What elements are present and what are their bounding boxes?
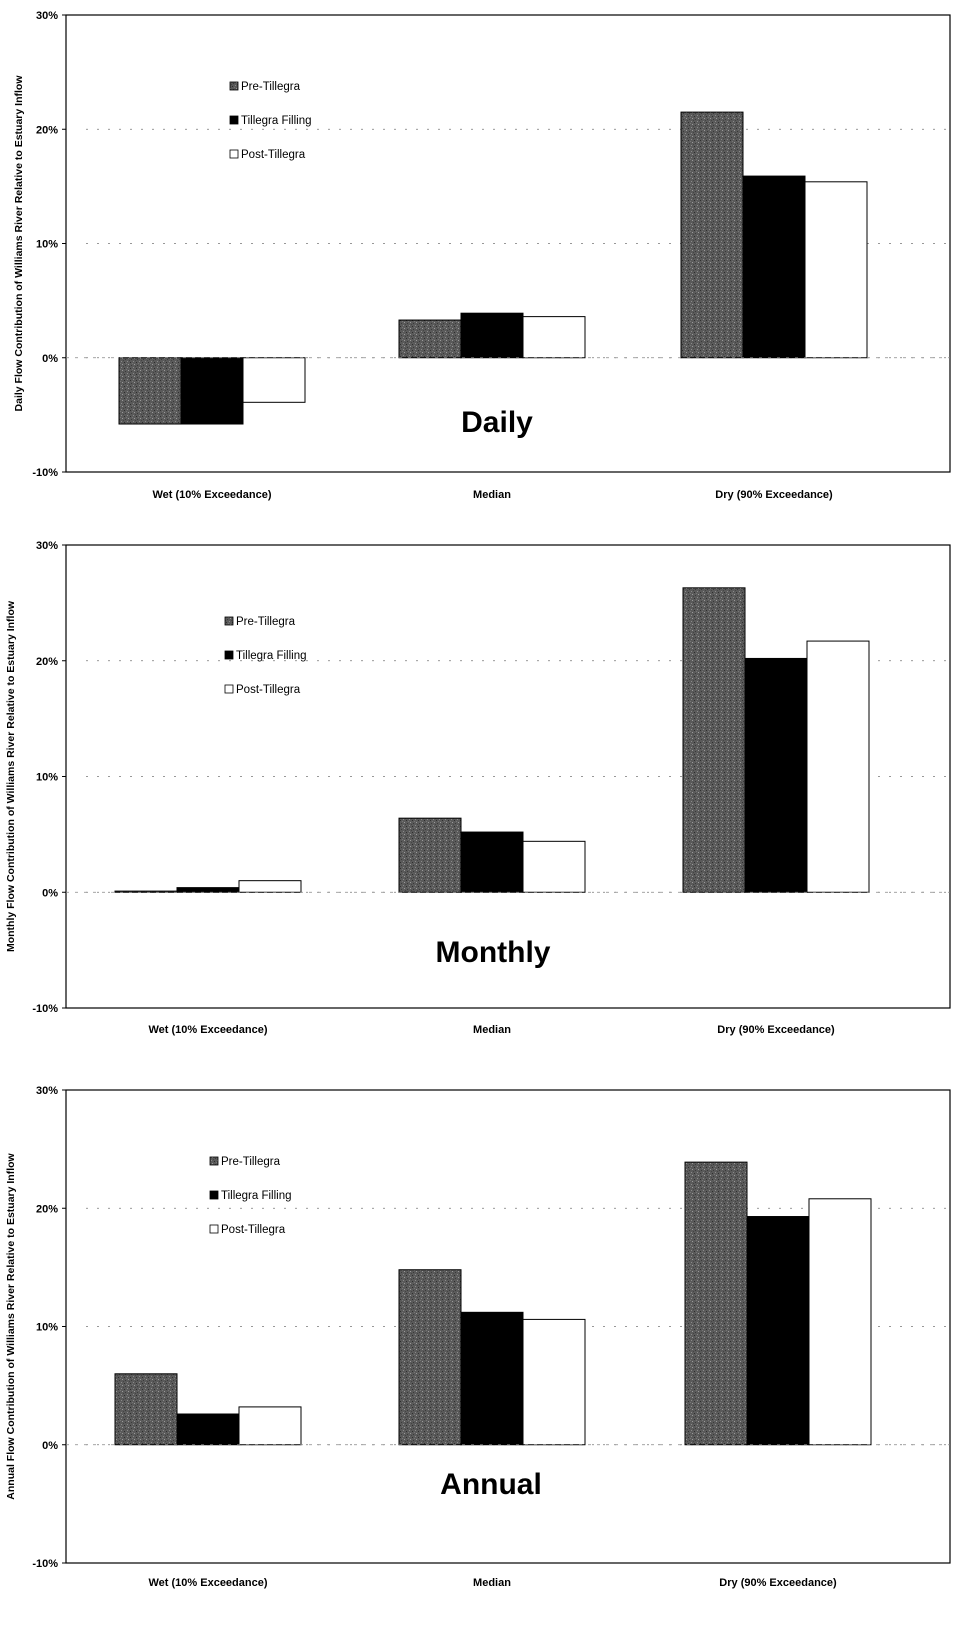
legend-swatch	[209, 1224, 219, 1234]
bar-tillegra-filling	[746, 1216, 810, 1446]
bar-post-tillegra	[238, 880, 302, 893]
y-tick-label: -10%	[32, 1003, 58, 1015]
y-tick-label: 20%	[36, 1203, 58, 1215]
x-category-label: Wet (10% Exceedance)	[152, 489, 271, 501]
x-category-label: Wet (10% Exceedance)	[148, 1024, 267, 1036]
chart-daily: 30% 20% 10% 0% -10% Daily Flow Contribution o…	[13, 10, 951, 501]
bar-pre-tillegra	[398, 1269, 462, 1446]
legend-swatch	[224, 650, 234, 660]
legend-label: Tillegra Filling	[221, 1190, 292, 1202]
x-category-label: Median	[473, 1577, 511, 1589]
panel-title: Annual	[440, 1468, 542, 1501]
bar-post-tillegra	[522, 840, 586, 893]
legend-label: Tillegra Filling	[241, 115, 312, 127]
x-category-label: Dry (90% Exceedance)	[717, 1024, 835, 1036]
y-tick-label: 30%	[36, 10, 58, 22]
x-category-label: Median	[473, 489, 511, 501]
legend-label: Tillegra Filling	[236, 650, 307, 662]
bar-pre-tillegra	[682, 587, 746, 893]
legend-label: Post-Tillegra	[241, 149, 306, 161]
bar-post-tillegra	[522, 1318, 586, 1446]
legend-label: Post-Tillegra	[236, 684, 301, 696]
x-category-label: Median	[473, 1024, 511, 1036]
legend-swatch	[209, 1190, 219, 1200]
bar-tillegra-filling	[744, 657, 808, 893]
y-axis-label: Monthly Flow Contribution of Williams Ri…	[5, 600, 17, 952]
bar-tillegra-filling	[176, 887, 240, 893]
bar-tillegra-filling	[742, 175, 806, 359]
bar-tillegra-filling	[460, 831, 524, 893]
bar-post-tillegra	[238, 1406, 302, 1446]
bar-tillegra-filling	[460, 1311, 524, 1446]
legend-label: Pre-Tillegra	[241, 81, 301, 93]
y-tick-label: 0%	[42, 353, 58, 365]
x-category-label: Dry (90% Exceedance)	[719, 1577, 837, 1589]
y-tick-label: 10%	[36, 239, 58, 251]
y-tick-label: 30%	[36, 1085, 58, 1097]
bar-pre-tillegra	[684, 1161, 748, 1446]
bar-post-tillegra	[806, 640, 870, 893]
legend-swatch	[229, 115, 239, 125]
legend-label: Pre-Tillegra	[221, 1156, 281, 1168]
y-axis-label: Daily Flow Contribution of Williams Rive…	[13, 75, 25, 412]
bar-post-tillegra	[808, 1198, 872, 1446]
x-category-label: Dry (90% Exceedance)	[715, 489, 833, 501]
bar-post-tillegra	[804, 181, 868, 359]
y-tick-label: -10%	[32, 467, 58, 479]
x-category-label: Wet (10% Exceedance)	[148, 1577, 267, 1589]
panel-title: Daily	[461, 406, 533, 439]
chart-monthly: 30% 20% 10% 0% -10% Monthly Flow Contribution…	[5, 540, 951, 1036]
legend-label: Post-Tillegra	[221, 1224, 286, 1236]
bar-tillegra-filling	[180, 357, 244, 425]
bar-post-tillegra	[522, 316, 586, 359]
legend-swatch	[229, 149, 239, 159]
y-tick-label: 30%	[36, 540, 58, 552]
bar-post-tillegra	[242, 357, 306, 403]
legend-label: Pre-Tillegra	[236, 616, 296, 628]
legend-swatch	[229, 81, 239, 91]
bar-pre-tillegra	[398, 319, 462, 359]
chart-annual: 30% 20% 10% 0% -10% Annual Flow Contribution …	[5, 1085, 951, 1589]
y-tick-label: 20%	[36, 656, 58, 668]
bar-tillegra-filling	[460, 312, 524, 359]
y-tick-label: 0%	[42, 1440, 58, 1452]
bar-tillegra-filling	[176, 1413, 240, 1446]
bar-pre-tillegra	[398, 817, 462, 893]
panel-title: Monthly	[436, 936, 551, 969]
y-tick-label: 10%	[36, 1322, 58, 1334]
y-tick-label: 10%	[36, 772, 58, 784]
legend-swatch	[224, 684, 234, 694]
bar-pre-tillegra	[114, 1373, 178, 1446]
legend-swatch	[209, 1156, 219, 1166]
y-tick-label: -10%	[32, 1558, 58, 1570]
legend-swatch	[224, 616, 234, 626]
y-tick-label: 0%	[42, 887, 58, 899]
bar-pre-tillegra	[680, 111, 744, 359]
y-axis-label: Annual Flow Contribution of Williams Riv…	[5, 1152, 17, 1499]
y-tick-label: 20%	[36, 124, 58, 136]
bar-pre-tillegra	[118, 357, 182, 425]
